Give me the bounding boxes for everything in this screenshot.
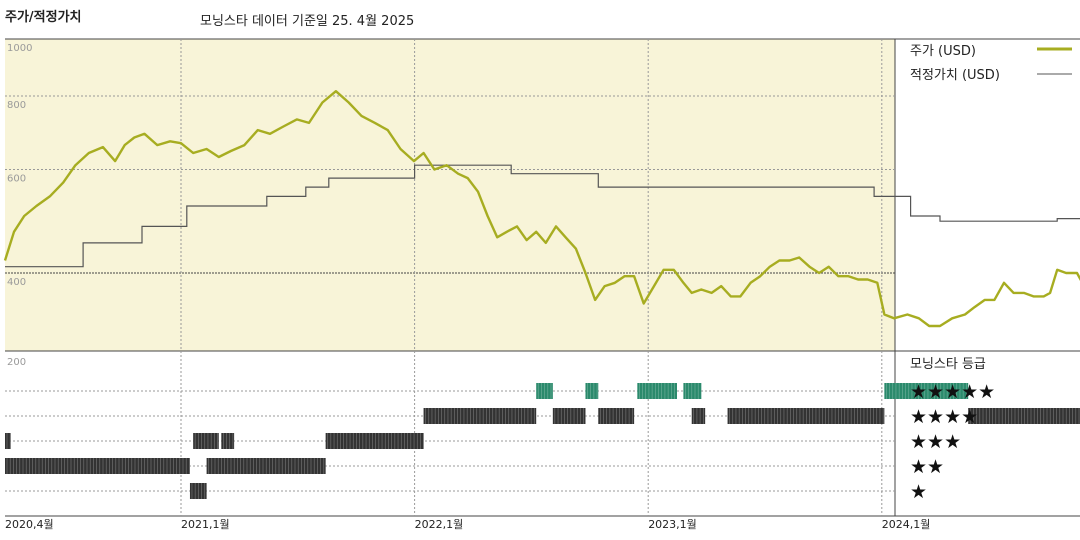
rating-bar-2-star [5, 458, 190, 474]
x-tick-label: 2021,1월 [181, 518, 230, 531]
rating-bar-3-star [221, 433, 235, 449]
rating-bar-5-star [536, 383, 553, 399]
chart-subtitle: 모닝스타 데이터 기준일 25. 4월 2025 [200, 14, 414, 29]
rating-bar-2-star [206, 458, 326, 474]
rating-legend-5-stars: ★★★★★ [910, 381, 995, 403]
y-tick-label: 1000 [7, 43, 32, 54]
rating-legend-3-stars: ★★★ [910, 431, 961, 453]
y-tick-label: 800 [7, 100, 26, 111]
rating-bar-4-star [727, 408, 885, 424]
x-tick-label: 2024,1월 [882, 518, 931, 531]
rating-bar-4-star [968, 408, 1080, 424]
rating-legend-4-stars: ★★★★ [910, 406, 978, 428]
y-tick-label: 200 [7, 357, 26, 368]
price-line [3, 89, 1080, 328]
rating-bar-5-star [683, 383, 702, 399]
y-axis-ticks: 1000 800 600 400 200 [7, 43, 32, 368]
y-tick-label: 600 [7, 173, 26, 184]
series-lines [3, 89, 1080, 328]
x-tick-label: 2022,1월 [415, 518, 464, 531]
rating-bar-3-star [325, 433, 424, 449]
rating-bar-1-star [189, 483, 207, 499]
legend-price-label: 주가 (USD) [910, 44, 976, 59]
rating-bar-5-star [884, 383, 969, 399]
chart-title: 주가/적정가치 [5, 9, 82, 25]
rating-bar-4-star [691, 408, 706, 424]
rating-bar-4-star [598, 408, 635, 424]
rating-bar-5-star [585, 383, 599, 399]
legend-fair-value-label: 적정가치 (USD) [910, 68, 1000, 83]
rating-legend-title: 모닝스타 등급 [910, 357, 986, 372]
y-tick-label: 400 [7, 277, 26, 288]
rating-bar-5-star [637, 383, 677, 399]
x-axis-ticks: 2020,4월2021,1월2022,1월2023,1월2024,1월2025,… [5, 518, 931, 531]
x-tick-label: 2023,1월 [648, 518, 697, 531]
rating-bar-4-star [552, 408, 586, 424]
price-panel-background [5, 39, 895, 351]
rating-bars [5, 383, 1080, 499]
rating-bar-4-star [423, 408, 537, 424]
rating-bar-3-star [5, 433, 11, 449]
rating-legend-1-star: ★ [910, 481, 927, 503]
x-tick-label: 2020,4월 [5, 518, 54, 531]
rating-bar-3-star [193, 433, 219, 449]
fair-value-line [5, 164, 1080, 268]
rating-legend-2-stars: ★★ [910, 456, 944, 478]
